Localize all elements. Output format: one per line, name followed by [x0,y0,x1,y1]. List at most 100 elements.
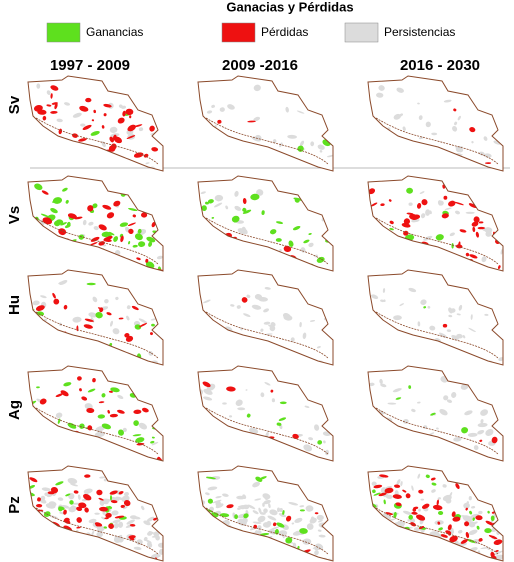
map-patch [252,521,262,524]
map-patch [102,244,107,247]
map-patch [58,346,61,349]
map-patch [73,490,79,494]
map-panel [27,269,164,366]
map-patch [450,548,458,555]
map-patch [243,558,246,561]
map-patch [269,509,278,516]
map-patch [207,486,218,491]
map-patch [263,499,271,505]
map-patch [471,506,476,509]
map-patch [76,449,82,453]
map-patch [61,504,70,509]
map-patch [294,517,303,523]
map-patch [390,544,397,549]
map-patch [60,390,69,397]
map-patch [119,555,127,561]
map-patch [246,294,251,298]
map-patch [444,558,447,561]
map-patch [118,556,121,561]
map-patch [201,164,210,167]
map-patch [53,160,58,165]
map-patch [236,305,241,309]
map-patch [123,557,129,561]
map-patch [245,505,249,509]
map-patch [395,502,402,507]
map-patch [36,83,41,89]
map-patch [399,552,403,560]
map-patch [133,409,142,415]
map-patch [385,252,391,257]
map-fill [198,76,333,171]
map-patch [224,548,233,552]
map-patch [56,118,63,123]
map-patch [215,495,222,499]
map-patch [449,535,458,543]
map-patch [417,401,421,404]
map-patch [61,449,69,456]
map-patch [253,116,261,122]
map-patch [368,320,376,327]
map-patch [99,307,104,313]
map-patch [380,327,385,330]
map-patch [467,265,473,271]
map-patch [411,485,414,491]
map-patch [498,521,503,528]
map-patch [37,520,43,525]
map-patch [87,254,96,260]
map-patch [275,221,284,224]
map-patch [416,203,422,209]
map-panel [27,465,164,562]
map-patch [98,497,104,501]
map-patch [434,268,438,271]
map-patch [235,546,241,553]
map-patch [129,537,135,541]
map-patch [52,197,63,204]
map-patch [245,452,256,456]
map-patch [450,308,456,313]
map-patch [139,559,146,561]
map-patch [423,235,433,241]
map-patch [88,312,98,318]
map-patch [92,264,99,271]
map-patch [243,558,252,561]
map-patch [438,332,448,339]
map-patch [102,511,106,515]
map-patch [453,108,457,112]
map-patch [217,527,222,533]
map-patch [447,351,451,355]
map-patch [254,498,262,501]
map-fill [368,176,503,271]
map-patch [143,107,149,111]
map-patch [153,531,160,537]
map-patch [317,440,323,445]
map-patch [436,499,439,506]
map-patch [379,378,383,385]
map-patch [242,207,247,212]
map-patch [468,496,472,501]
map-patch [36,543,44,549]
map-patch [385,512,393,516]
map-patch [430,477,436,481]
river [35,217,159,265]
map-patch [84,252,90,257]
map-patch [91,530,95,536]
map-patch [276,545,284,550]
map-patch [292,433,299,439]
map-patch [85,97,92,103]
map-patch [418,508,421,512]
map-patch [419,547,427,553]
map-patch [104,554,108,561]
map-patch [205,325,214,332]
map-patch [308,233,312,235]
map-patch [295,164,302,168]
map-patch [248,352,252,359]
map-patch [108,267,113,271]
map-patch [59,156,64,161]
map-patch [41,190,49,195]
map-patch [406,212,414,215]
map-patch [373,492,381,496]
map-patch [55,441,63,445]
map-patch [429,531,440,536]
map-patch [382,288,386,293]
map-patch [86,361,95,365]
